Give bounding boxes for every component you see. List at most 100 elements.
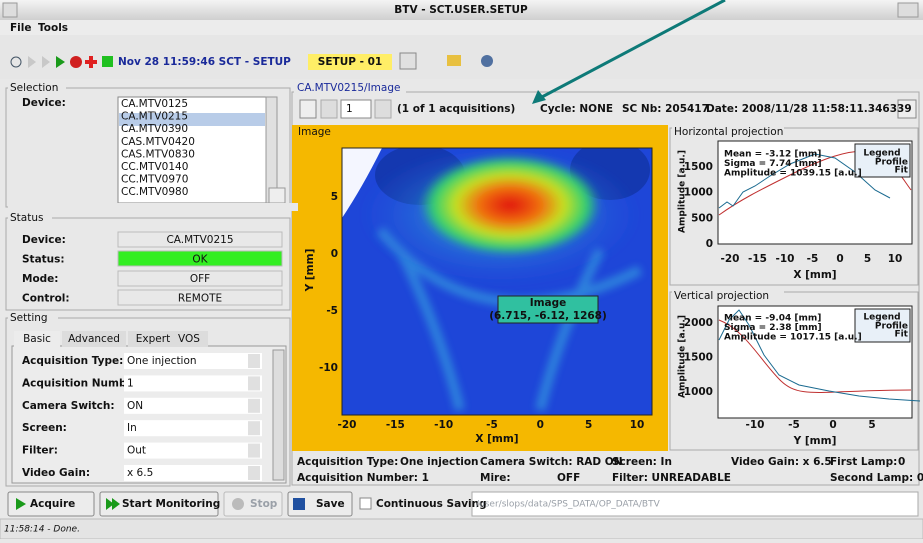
label-bg — [248, 354, 260, 368]
label-bg — [124, 420, 262, 436]
prev-button[interactable] — [321, 100, 337, 118]
menu-bar — [0, 20, 923, 35]
status-value: OFF — [190, 273, 210, 285]
tab[interactable]: Expert — [136, 333, 170, 345]
group-title: Setting — [10, 312, 48, 324]
square-icon[interactable] — [102, 56, 113, 67]
y-tick-label: 1500 — [684, 352, 713, 364]
tab[interactable]: VOS — [178, 333, 200, 345]
tab[interactable]: Basic — [23, 333, 51, 345]
axis-title: Y [mm] — [304, 249, 316, 293]
info-text: Screen: In — [612, 456, 672, 468]
combo-value[interactable]: 1 — [127, 377, 134, 389]
label-bg — [248, 421, 260, 435]
x-tick-label: -15 — [748, 253, 767, 265]
device-item[interactable]: CAS.MTV0830 — [121, 148, 195, 160]
combo-value[interactable]: In — [127, 422, 137, 434]
y-tick-label: 1000 — [684, 187, 713, 199]
device-item[interactable]: CA.MTV0125 — [121, 98, 188, 110]
axis-title: X [mm] — [793, 269, 836, 281]
window-menu-button[interactable] — [3, 3, 17, 17]
stat-text: Sigma = 7.74 [mm] — [724, 159, 822, 169]
device-item[interactable]: CC.MTV0970 — [121, 174, 188, 186]
axis-title: X [mm] — [475, 433, 518, 445]
label: SC Nb: 205417 — [622, 103, 709, 115]
button-label[interactable]: Acquire — [30, 498, 75, 510]
y-tick-label: 1500 — [684, 161, 713, 173]
menu-item[interactable]: File — [10, 22, 32, 34]
label: Mode: — [22, 273, 59, 285]
device-item[interactable]: CC.MTV0140 — [121, 161, 188, 173]
device-item[interactable]: CA.MTV0215 — [121, 111, 188, 123]
label: Device: — [22, 97, 66, 109]
setting-scrollbar[interactable] — [273, 350, 284, 480]
x-tick-label: -10 — [434, 419, 453, 431]
page-number: 1 — [346, 103, 353, 115]
export-button[interactable] — [300, 100, 316, 118]
next-button[interactable] — [375, 100, 391, 118]
combo-arrow[interactable] — [269, 188, 285, 203]
app-window: BTV - SCT.USER.SETUPFileToolsNov 28 11:5… — [0, 0, 923, 539]
info-text: Mire: — [480, 472, 511, 484]
toggle-button[interactable] — [400, 53, 416, 69]
axis-title: Amplitude [a.u.] — [678, 150, 688, 233]
tooltip-text: Image — [530, 297, 567, 309]
button-label[interactable]: Start Monitoring — [122, 498, 220, 510]
open-icon[interactable] — [447, 55, 461, 66]
combo-value[interactable]: ON — [127, 400, 143, 412]
window-title: BTV - SCT.USER.SETUP — [394, 4, 528, 16]
x-tick-label: -20 — [338, 419, 357, 431]
stat-text: Amplitude = 1017.15 [a.u.] — [724, 333, 862, 343]
x-tick-label: -10 — [746, 419, 765, 431]
label: Device: — [22, 234, 66, 246]
info-text: Acquisition Type: — [297, 456, 398, 468]
combo-value[interactable]: x 6.5 — [127, 467, 153, 479]
button-label[interactable]: Save — [316, 498, 345, 510]
label: Camera Switch: — [22, 400, 115, 412]
label-bg — [8, 203, 298, 211]
device-item[interactable]: CA.MTV0390 — [121, 123, 188, 135]
x-tick-label: 5 — [868, 419, 875, 431]
label-bg — [248, 466, 260, 480]
info-text: First Lamp: — [830, 456, 897, 468]
info-text: Camera Switch: RAD ON — [480, 456, 623, 468]
x-tick-label: -10 — [776, 253, 795, 265]
y-tick-label: -10 — [319, 362, 338, 374]
x-tick-label: -15 — [386, 419, 405, 431]
x-tick-label: 0 — [829, 419, 836, 431]
group-title: Selection — [10, 82, 58, 94]
stat-text: Sigma = 2.38 [mm] — [724, 323, 822, 333]
menu-item[interactable]: Tools — [38, 22, 68, 34]
x-tick-label: -5 — [486, 419, 498, 431]
camera-image — [342, 140, 652, 415]
stat-text: Mean = -3.12 [mm] — [724, 150, 821, 160]
stat-text: Amplitude = 1039.15 [a.u.] — [724, 169, 862, 179]
label: Acquisition Type: — [22, 355, 123, 367]
window-controls[interactable] — [898, 3, 918, 17]
combo-value[interactable]: Out — [127, 445, 146, 457]
x-tick-label: 10 — [888, 253, 903, 265]
save-icon — [293, 498, 305, 510]
label: Filter: — [22, 445, 58, 457]
settings-icon[interactable] — [481, 55, 493, 67]
button-label[interactable]: Continuous Saving — [376, 498, 487, 510]
panel-title: Vertical projection — [674, 290, 769, 302]
device-item[interactable]: CAS.MTV0420 — [121, 136, 195, 148]
info-text: Acquisition Number: 1 — [297, 472, 429, 484]
button-label[interactable]: Stop — [250, 498, 278, 510]
checkbox[interactable] — [360, 498, 371, 509]
info-text: Video Gain: x 6.5 — [731, 456, 832, 468]
device-item[interactable]: CC.MTV0980 — [121, 186, 188, 198]
panel-title: Horizontal projection — [674, 126, 783, 138]
stop-icon[interactable] — [70, 56, 82, 68]
y-tick-label: 500 — [691, 212, 713, 224]
stat-text: Mean = -9.04 [mm] — [724, 314, 821, 324]
status-bar — [0, 519, 923, 539]
x-tick-label: 5 — [585, 419, 592, 431]
x-tick-label: -5 — [788, 419, 800, 431]
combo-value[interactable]: One injection — [127, 355, 197, 367]
tab[interactable]: Advanced — [68, 333, 120, 345]
list-scrollbar[interactable] — [266, 97, 277, 203]
stop-icon — [232, 498, 244, 510]
label-bg — [248, 399, 260, 413]
